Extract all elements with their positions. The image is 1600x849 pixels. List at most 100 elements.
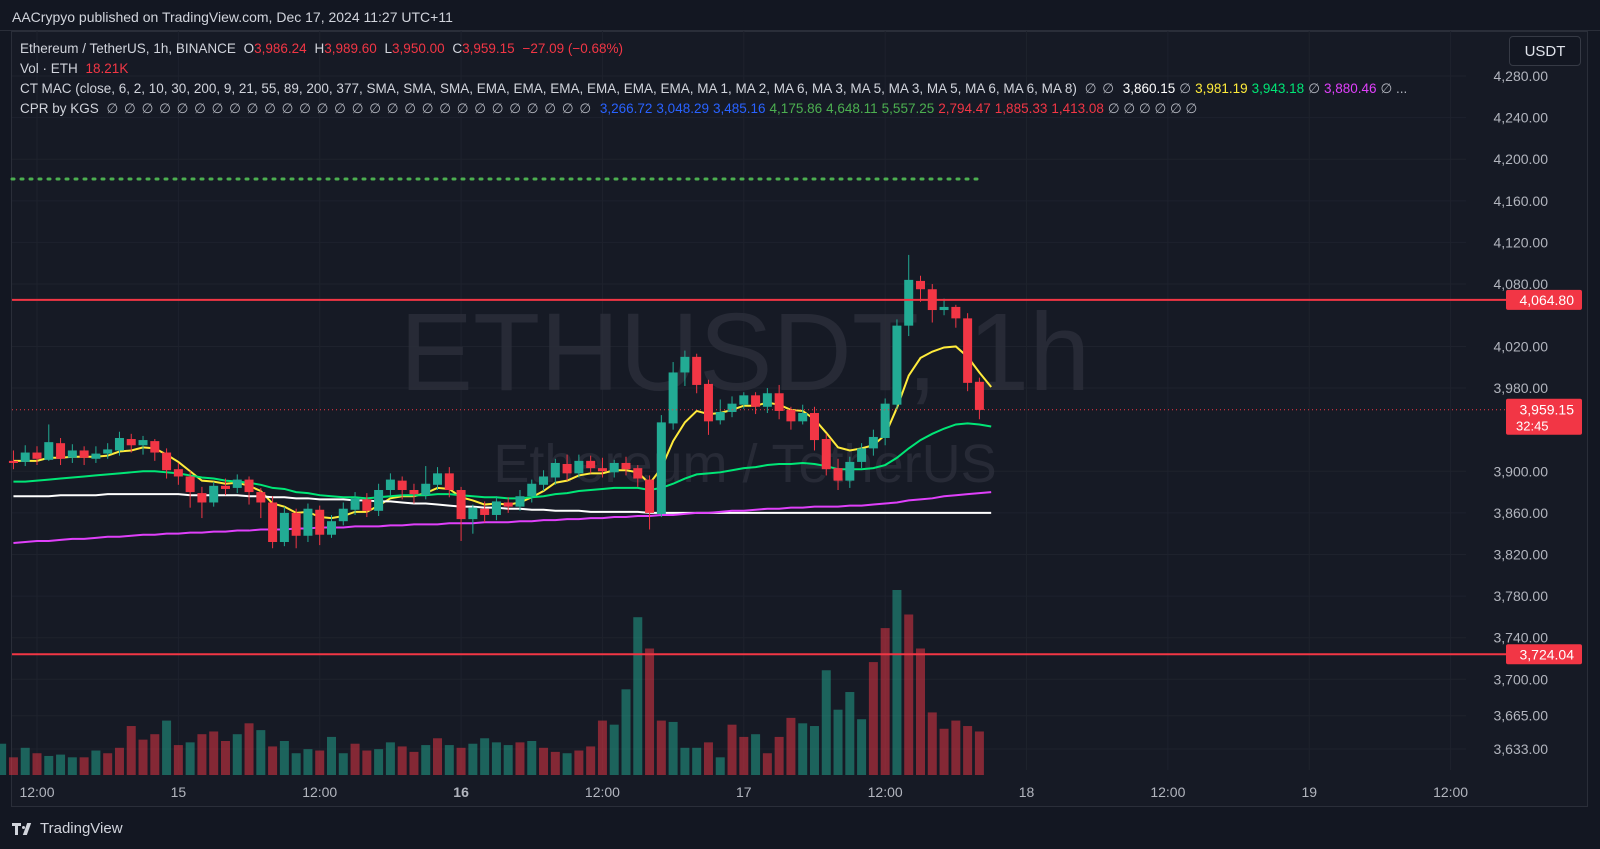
candle-5[interactable]	[67, 450, 77, 458]
volume-bar-26[interactable]	[268, 746, 278, 775]
volume-bar-57[interactable]	[633, 617, 643, 775]
candle-73[interactable]	[868, 436, 878, 449]
candle-59[interactable]	[703, 383, 713, 422]
candle-0[interactable]	[8, 460, 18, 463]
volume-bar-58[interactable]	[645, 648, 655, 775]
volume-bar-56[interactable]	[621, 689, 631, 775]
candle-14[interactable]	[173, 469, 183, 477]
volume-bar-7[interactable]	[44, 755, 54, 775]
volume-bar-55[interactable]	[609, 724, 619, 775]
ma-line-2[interactable]	[13, 493, 992, 514]
volume-bar-37[interactable]	[397, 746, 407, 775]
candle-30[interactable]	[362, 499, 372, 511]
candle-43[interactable]	[515, 496, 525, 507]
candle-77[interactable]	[916, 280, 925, 290]
volume-bar-34[interactable]	[362, 750, 372, 775]
volume-bar-10[interactable]	[79, 757, 89, 775]
volume-bar-60[interactable]	[668, 721, 678, 775]
volume-bar-45[interactable]	[491, 742, 501, 775]
ma-line-3[interactable]	[13, 491, 992, 545]
volume-bar-31[interactable]	[327, 736, 336, 775]
candle-15[interactable]	[185, 476, 195, 493]
volume-bar-3[interactable]	[0, 743, 7, 775]
candle-58[interactable]	[692, 356, 702, 385]
volume-bar-11[interactable]	[91, 750, 101, 775]
volume-bar-36[interactable]	[385, 742, 395, 775]
candle-68[interactable]	[809, 413, 819, 441]
candle-34[interactable]	[409, 489, 419, 495]
volume-bar-49[interactable]	[539, 747, 549, 775]
candle-23[interactable]	[279, 512, 289, 543]
volume-bar-35[interactable]	[374, 749, 384, 775]
candle-6[interactable]	[79, 450, 89, 458]
volume-bar-63[interactable]	[703, 742, 713, 775]
candle-24[interactable]	[291, 512, 301, 536]
candle-81[interactable]	[963, 318, 973, 383]
candle-4[interactable]	[56, 443, 66, 459]
volume-bar-71[interactable]	[798, 723, 808, 775]
volume-bar-75[interactable]	[845, 692, 855, 775]
candle-13[interactable]	[162, 452, 172, 471]
candle-65[interactable]	[774, 393, 784, 411]
currency-button[interactable]: USDT	[1509, 36, 1581, 66]
volume-bar-21[interactable]	[209, 731, 219, 775]
candle-53[interactable]	[633, 468, 643, 479]
volume-bar-19[interactable]	[185, 742, 195, 775]
candle-19[interactable]	[232, 479, 242, 488]
candle-36[interactable]	[433, 473, 443, 485]
candle-45[interactable]	[539, 476, 549, 485]
candle-82[interactable]	[974, 381, 984, 410]
volume-bar-54[interactable]	[597, 720, 607, 775]
candle-17[interactable]	[209, 485, 219, 503]
candle-54[interactable]	[645, 479, 655, 513]
candle-31[interactable]	[374, 489, 384, 511]
candle-40[interactable]	[480, 508, 490, 515]
candle-64[interactable]	[762, 393, 772, 407]
candle-47[interactable]	[562, 463, 572, 474]
volume-bar-85[interactable]	[963, 726, 973, 775]
volume-bar-15[interactable]	[138, 739, 148, 775]
candle-57[interactable]	[680, 356, 690, 373]
volume-bar-86[interactable]	[974, 731, 984, 775]
volume-bar-69[interactable]	[774, 736, 784, 775]
volume-bar-20[interactable]	[197, 734, 207, 775]
candle-44[interactable]	[527, 483, 537, 497]
volume-bar-23[interactable]	[232, 734, 242, 775]
candle-67[interactable]	[798, 413, 808, 422]
volume-bar-77[interactable]	[868, 662, 878, 775]
volume-bar-30[interactable]	[315, 750, 325, 775]
volume-bar-39[interactable]	[421, 745, 431, 775]
candle-71[interactable]	[845, 461, 855, 481]
volume-bar-79[interactable]	[892, 590, 902, 775]
volume-bar-22[interactable]	[220, 740, 230, 775]
volume-bar-76[interactable]	[857, 719, 867, 775]
candle-80[interactable]	[951, 306, 961, 319]
candle-12[interactable]	[150, 441, 160, 453]
candle-8[interactable]	[103, 449, 113, 454]
legend-cpr-label[interactable]: CPR by KGS	[20, 101, 99, 116]
volume-bar-52[interactable]	[574, 750, 584, 775]
candle-50[interactable]	[597, 468, 607, 472]
volume-bar-61[interactable]	[680, 747, 690, 775]
candle-38[interactable]	[456, 489, 466, 520]
ma-line-0[interactable]	[13, 345, 992, 520]
volume-bar-66[interactable]	[739, 736, 749, 775]
candle-75[interactable]	[892, 325, 902, 405]
volume-bar-9[interactable]	[67, 757, 77, 775]
candle-62[interactable]	[739, 395, 749, 405]
candle-27[interactable]	[327, 521, 336, 535]
legend-ctmac-label[interactable]: CT MAC (close, 6, 2, 10, 30, 200, 9, 21,…	[20, 81, 1077, 96]
volume-bar-43[interactable]	[468, 743, 478, 775]
candle-46[interactable]	[550, 462, 560, 478]
volume-bar-48[interactable]	[527, 740, 537, 775]
candle-48[interactable]	[574, 460, 584, 474]
volume-bar-64[interactable]	[715, 757, 725, 775]
candle-51[interactable]	[609, 462, 619, 473]
volume-bar-28[interactable]	[291, 753, 301, 775]
volume-bar-13[interactable]	[114, 747, 124, 775]
candle-66[interactable]	[786, 409, 796, 422]
candle-69[interactable]	[821, 439, 831, 470]
volume-bar-14[interactable]	[126, 726, 136, 775]
candle-70[interactable]	[833, 468, 843, 481]
candle-3[interactable]	[44, 442, 54, 460]
